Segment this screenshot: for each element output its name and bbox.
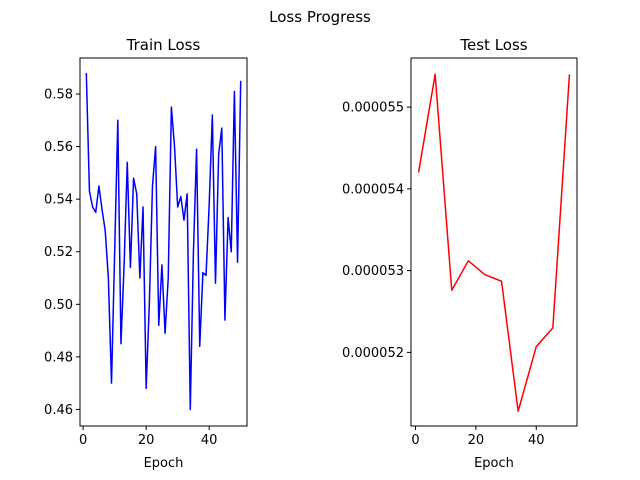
test-loss-axes-frame	[410, 57, 578, 427]
train-loss-data-point	[234, 91, 236, 93]
train-loss-data-point	[212, 114, 214, 116]
test-loss-data-point	[418, 172, 420, 174]
train-loss-data-point	[117, 119, 119, 121]
test-loss-data-point	[451, 289, 453, 291]
train-loss-data-point	[145, 388, 147, 390]
train-loss-data-point	[158, 325, 160, 327]
train-loss-data-point	[155, 146, 157, 148]
test-loss-data-point	[434, 74, 436, 76]
train-loss-data-point	[167, 277, 169, 279]
train-loss-data-point	[136, 193, 138, 195]
test-loss-xtick-label: 0	[411, 433, 419, 448]
train-loss-data-point	[177, 206, 179, 208]
train-loss-xtick-label: 40	[201, 433, 218, 448]
train-loss-data-point	[142, 206, 144, 208]
test-loss-data-point	[569, 74, 571, 76]
train-loss-data-point	[205, 275, 207, 277]
train-loss-axes-frame	[79, 57, 248, 427]
train-loss-data-point	[240, 80, 242, 82]
train-loss-data-point	[139, 277, 141, 279]
train-loss-data-point	[186, 193, 188, 195]
train-loss-data-point	[180, 196, 182, 198]
train-loss-data-point	[193, 251, 195, 253]
test-loss-plot: Test Loss 0.000052 0.000053 0.000054 0.00005…	[342, 36, 578, 471]
train-loss-plot: Train Loss 0.46 0.48 0.50 0.52 0.54 0.56 0.58 0 2…	[44, 36, 248, 471]
train-loss-series-line	[85, 72, 242, 411]
train-loss-data-point	[149, 303, 151, 305]
test-loss-data-point	[484, 274, 486, 276]
test-loss-series-line	[417, 73, 571, 413]
train-loss-data-point	[120, 343, 122, 345]
train-loss-data-point	[164, 332, 166, 334]
train-loss-data-point	[89, 190, 91, 192]
train-loss-data-point	[199, 346, 201, 348]
train-loss-data-point	[224, 319, 226, 321]
train-loss-ytick-label: 0.50	[44, 298, 73, 313]
train-loss-data-point	[183, 219, 185, 221]
train-loss-data-point	[98, 185, 100, 187]
train-loss-ytick-label: 0.56	[44, 140, 73, 155]
test-loss-xtick-label: 20	[468, 433, 485, 448]
test-loss-xtick-label: 40	[528, 433, 545, 448]
train-loss-title: Train Loss	[126, 36, 201, 54]
train-loss-data-point	[126, 162, 128, 164]
train-loss-data-point	[218, 154, 220, 156]
train-loss-data-point	[111, 382, 113, 384]
train-loss-xtick-label: 0	[79, 433, 87, 448]
train-loss-data-point	[104, 230, 106, 232]
test-loss-data-point	[517, 410, 519, 412]
train-loss-ytick-label: 0.48	[44, 350, 73, 365]
train-loss-data-point	[114, 251, 116, 253]
train-loss-data-point	[152, 185, 154, 187]
train-loss-data-point	[208, 204, 210, 206]
train-loss-data-point	[221, 127, 223, 129]
train-loss-xtick-label: 20	[138, 433, 155, 448]
test-loss-ytick-label: 0.000055	[342, 101, 404, 116]
train-loss-data-point	[215, 282, 217, 284]
train-loss-data-point	[108, 277, 110, 279]
train-loss-data-point	[202, 272, 204, 274]
train-loss-ytick-label: 0.46	[44, 403, 73, 418]
train-loss-data-point	[171, 106, 173, 108]
train-loss-data-point	[230, 251, 232, 253]
train-loss-data-point	[123, 264, 125, 266]
test-loss-xlabel: Epoch	[474, 456, 514, 471]
figure-title: Loss Progress	[269, 8, 371, 26]
test-loss-ytick-label: 0.000052	[342, 346, 404, 361]
train-loss-data-point	[130, 267, 132, 269]
test-loss-ytick-label: 0.000053	[342, 264, 404, 279]
train-loss-xlabel: Epoch	[144, 456, 184, 471]
train-loss-data-point	[161, 264, 163, 266]
train-loss-data-point	[189, 409, 191, 411]
train-loss-ytick-label: 0.52	[44, 245, 73, 260]
train-loss-data-point	[174, 146, 176, 148]
train-loss-ytick-label: 0.58	[44, 88, 73, 103]
test-loss-title: Test Loss	[459, 36, 527, 54]
train-loss-data-point	[101, 209, 103, 211]
train-loss-data-point	[95, 211, 97, 213]
train-loss-data-point	[86, 72, 88, 74]
train-loss-ytick-label: 0.54	[44, 193, 73, 208]
test-loss-data-point	[552, 327, 554, 329]
train-loss-data-point	[227, 217, 229, 219]
train-loss-data-point	[92, 206, 94, 208]
train-loss-data-point	[133, 177, 135, 179]
test-loss-data-point	[501, 280, 503, 282]
train-loss-data-point	[196, 148, 198, 150]
test-loss-data-point	[468, 260, 470, 262]
train-loss-data-point	[237, 261, 239, 263]
test-loss-data-point	[535, 346, 537, 348]
test-loss-ytick-label: 0.000054	[342, 182, 404, 197]
